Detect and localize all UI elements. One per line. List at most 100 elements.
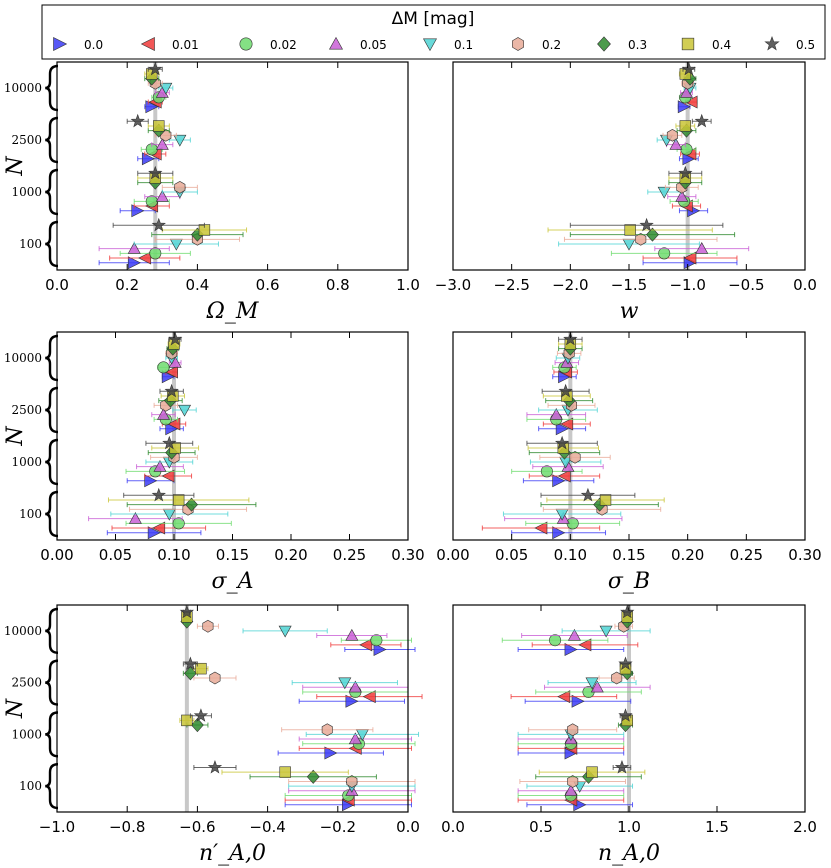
data-point-triangle-down (599, 625, 613, 638)
xtick-label: 0.4 (185, 276, 209, 294)
data-point-circle (157, 361, 170, 374)
xtick-label: −0.2 (320, 818, 356, 836)
x-axis-label: w (620, 299, 639, 324)
data-point-circle (680, 143, 693, 156)
data-point-star (614, 760, 630, 774)
x-axis-label: σ_A (212, 569, 254, 594)
data-point-square (679, 120, 692, 132)
legend-marker-square (681, 37, 695, 51)
x-axis-label: n′_A,0 (199, 841, 266, 866)
data-point-star (193, 708, 209, 722)
data-point-diamond (185, 497, 198, 512)
panel-n_a0_prime: 10000 2500 1000 100 −1.0 −0.8 −0.6 −0.4 −0.2 0.0 n… (3, 604, 423, 866)
ytick-label: 2500 (11, 133, 42, 147)
panel-frame (452, 604, 806, 813)
xtick-label: −2.0 (552, 276, 588, 294)
xtick-label: 0.10 (554, 546, 587, 564)
data-point-triangle-right (144, 474, 158, 488)
xtick-label: 0.00 (40, 546, 73, 564)
group-brace (45, 220, 59, 268)
data-point-triangle-up (155, 138, 169, 150)
group-brace (45, 334, 59, 382)
data-point-triangle-left (359, 638, 373, 652)
data-point-star (164, 383, 179, 398)
group-brace (45, 607, 59, 654)
data-point-triangle-down (278, 625, 292, 638)
legend-label: 0.2 (542, 38, 561, 52)
data-point-square (624, 224, 636, 236)
legend-label: 0.1 (454, 38, 473, 52)
data-point-square (172, 494, 185, 506)
data-point-triangle-up (675, 190, 689, 202)
data-point-hexagon (666, 128, 678, 142)
group-brace (45, 659, 59, 706)
data-point-star (694, 113, 709, 128)
data-point-triangle-right (571, 694, 585, 708)
data-point-star (563, 331, 578, 346)
data-point-triangle-right (564, 643, 578, 656)
legend-marker-hexagon (512, 37, 524, 51)
legend-marker-triangle-left (140, 37, 155, 51)
data-point-triangle-right (145, 100, 159, 114)
data-point-hexagon (567, 723, 579, 737)
xtick-label: 0.2 (115, 276, 139, 294)
data-point-triangle-up (153, 460, 167, 472)
xtick-label: 0.6 (256, 276, 280, 294)
data-point-triangle-left (161, 469, 175, 483)
y-axis-label: N (3, 698, 28, 719)
xtick-label: 0.20 (671, 546, 704, 564)
ytick-label: 100 (19, 237, 42, 251)
data-point-triangle-right (324, 746, 338, 760)
data-point-hexagon (569, 450, 581, 464)
data-point-triangle-down (178, 404, 192, 417)
data-point-circle (172, 517, 185, 530)
data-point-triangle-left (578, 638, 592, 652)
xtick-label: 0.20 (274, 546, 307, 564)
legend-entry: 0.3 (597, 36, 647, 52)
data-point-triangle-right (161, 370, 175, 384)
legend-title: ΔM [mag] (392, 9, 475, 29)
legend-marker-diamond (597, 36, 611, 52)
panel-sigma_b: 0.00 0.05 0.10 0.15 0.20 0.25 0.30 σ_B (436, 331, 822, 594)
xtick-label: −1.0 (39, 818, 75, 836)
ytick-label: 100 (19, 507, 42, 521)
xtick-label: −1.5 (611, 276, 647, 294)
data-point-triangle-down (338, 677, 352, 690)
xtick-label: 0.30 (391, 546, 424, 564)
xtick-label: 0.5 (529, 818, 553, 836)
data-point-triangle-right (373, 643, 387, 656)
data-point-triangle-left (534, 521, 548, 535)
xtick-label: 0.05 (99, 546, 132, 564)
data-point-star (162, 435, 177, 450)
data-point-star (179, 604, 194, 619)
xtick-label: 0.05 (495, 546, 528, 564)
data-point-hexagon (209, 671, 221, 685)
data-point-triangle-up (345, 628, 359, 641)
data-point-triangle-right (345, 694, 359, 708)
data-point-hexagon (635, 232, 647, 246)
xtick-label: −3.0 (435, 276, 471, 294)
data-point-triangle-down (585, 677, 599, 690)
ytick-label: 2500 (11, 676, 42, 690)
data-point-triangle-right (127, 256, 141, 270)
data-point-star (580, 487, 596, 502)
legend-label: 0.4 (712, 38, 731, 52)
xtick-label: 0.15 (612, 546, 645, 564)
data-point-triangle-right (555, 422, 569, 436)
xtick-label: 0.0 (396, 818, 420, 836)
data-point-triangle-left (362, 690, 376, 704)
data-point-square (153, 120, 165, 132)
panel-background (57, 62, 408, 270)
legend-label: 0.3 (628, 38, 647, 52)
data-point-star (168, 331, 183, 346)
data-point-triangle-up (348, 732, 362, 745)
xtick-label: −0.4 (249, 818, 285, 836)
panel-omega_m: 10000 2500 1000 100 0.0 0.2 0.4 0.6 0.8 1.0 Ω_M N (3, 61, 420, 324)
panel-frame (452, 331, 806, 541)
data-point-circle (540, 465, 553, 478)
data-point-star (618, 656, 633, 671)
panel-frame (452, 61, 806, 271)
panel-frame (56, 61, 409, 271)
legend-label: 0.0 (84, 38, 103, 52)
